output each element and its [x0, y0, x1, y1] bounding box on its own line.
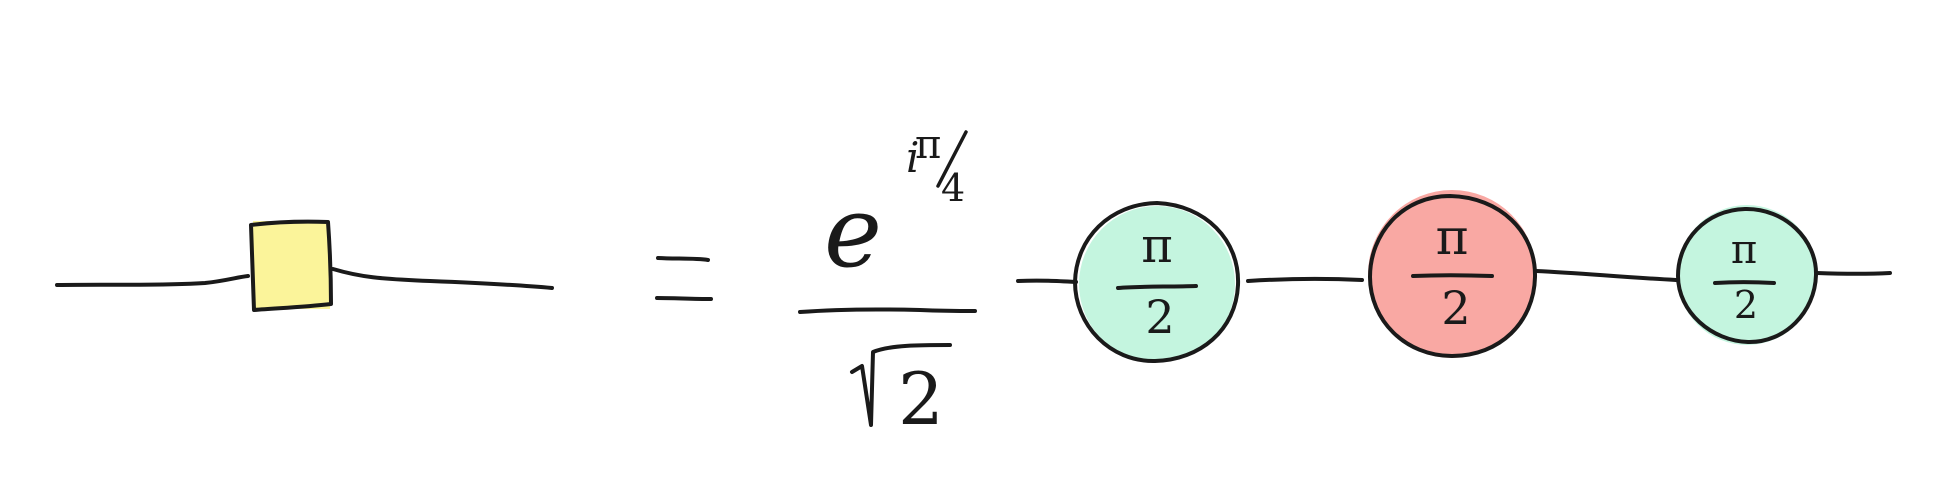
spider-phase-bar	[1411, 273, 1494, 278]
fraction-bar	[798, 307, 977, 314]
wire-in	[1016, 278, 1078, 284]
exponent-4: 4	[941, 166, 965, 210]
spider-chain: π 2 π 2 π 2	[1016, 190, 1892, 364]
spider-outline	[1676, 206, 1819, 345]
spider-fill	[1079, 206, 1235, 362]
spider-phase-denominator: 2	[1441, 281, 1470, 335]
exponent-i: i	[906, 133, 919, 182]
spider-phase-numerator: π	[1141, 218, 1173, 274]
wire-2-3	[1534, 269, 1678, 282]
hadamard-box	[253, 221, 330, 309]
green-spider-1: π 2	[1073, 201, 1241, 364]
wire-out	[1815, 271, 1892, 276]
exp-base: e	[824, 176, 882, 290]
spider-fill	[1677, 205, 1817, 345]
scalar-prefactor: e i π 4 2	[798, 122, 977, 441]
red-spider: π 2	[1368, 190, 1538, 358]
hadamard-side	[55, 219, 554, 312]
green-spider-2: π 2	[1676, 205, 1819, 345]
spider-phase-denominator: 2	[1145, 290, 1174, 344]
spider-phase-bar	[1116, 284, 1198, 290]
spider-outline	[1073, 201, 1241, 364]
spider-outline	[1368, 194, 1538, 358]
left-wire-out	[331, 267, 554, 290]
exponent-pi: π	[915, 122, 941, 168]
spider-phase-numerator: π	[1436, 208, 1469, 266]
hadamard-box-outline	[249, 219, 333, 312]
spider-phase-denominator: 2	[1734, 283, 1758, 327]
equals-sign	[655, 256, 713, 301]
sqrt-sign	[850, 343, 952, 427]
spider-phase-numerator: π	[1731, 227, 1757, 273]
sqrt-radicand: 2	[898, 357, 944, 441]
exponent-slash	[936, 130, 968, 188]
wire-1-2	[1246, 276, 1364, 283]
left-wire-in	[55, 274, 250, 287]
spider-phase-bar	[1713, 280, 1776, 285]
